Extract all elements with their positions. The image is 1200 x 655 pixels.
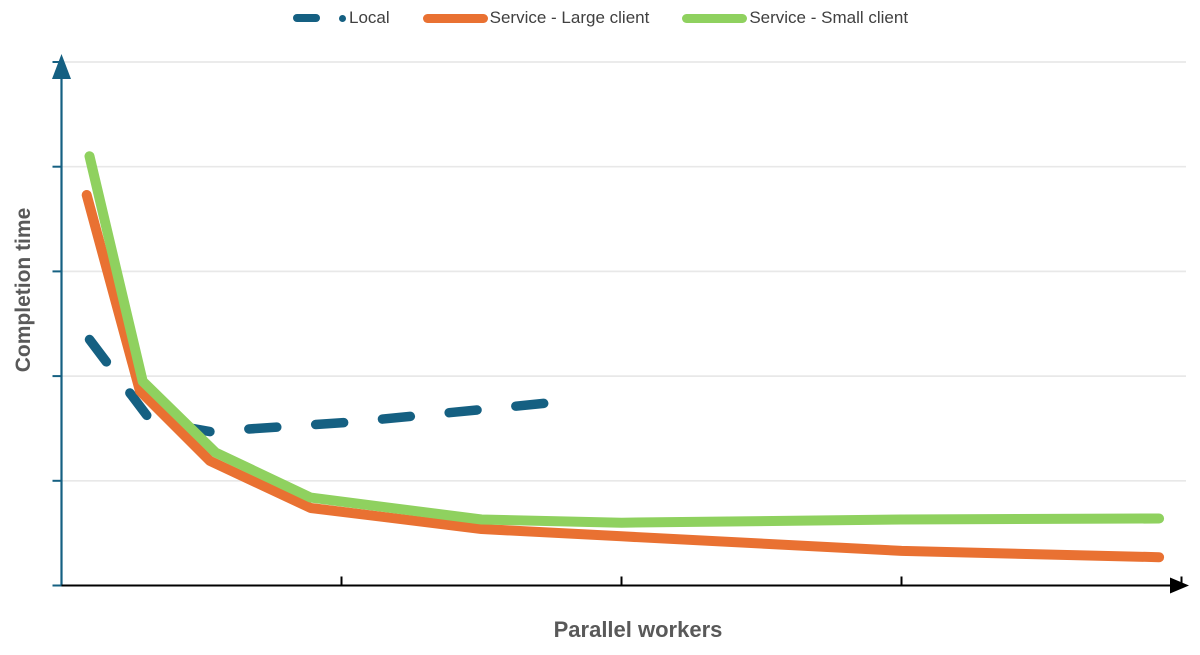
local-dash-swatch-icon <box>293 14 320 22</box>
y-axis-arrow-icon <box>52 54 71 79</box>
series-line-service-small-client <box>84 151 1165 528</box>
legend: Local Service - Large client Service - S… <box>293 6 908 30</box>
legend-label-service-large: Service - Large client <box>489 8 650 27</box>
local-dot-swatch-icon <box>339 14 346 22</box>
series-line-service-large-client <box>81 190 1165 563</box>
legend-label-local: Local <box>349 8 390 27</box>
y-axis-title: Completion time <box>12 207 35 373</box>
x-axis-arrow-icon <box>1170 577 1189 594</box>
legend-label-service-small: Service - Small client <box>749 8 909 27</box>
series-line-local <box>84 334 571 437</box>
legend-item-service-large: Service - Large client <box>422 6 650 30</box>
service-small-swatch-icon <box>682 13 748 23</box>
legend-item-local: Local <box>293 6 390 30</box>
legend-item-service-small: Service - Small client <box>682 6 908 30</box>
service-large-swatch-icon <box>422 13 488 23</box>
x-axis-title: Parallel workers <box>553 617 723 642</box>
